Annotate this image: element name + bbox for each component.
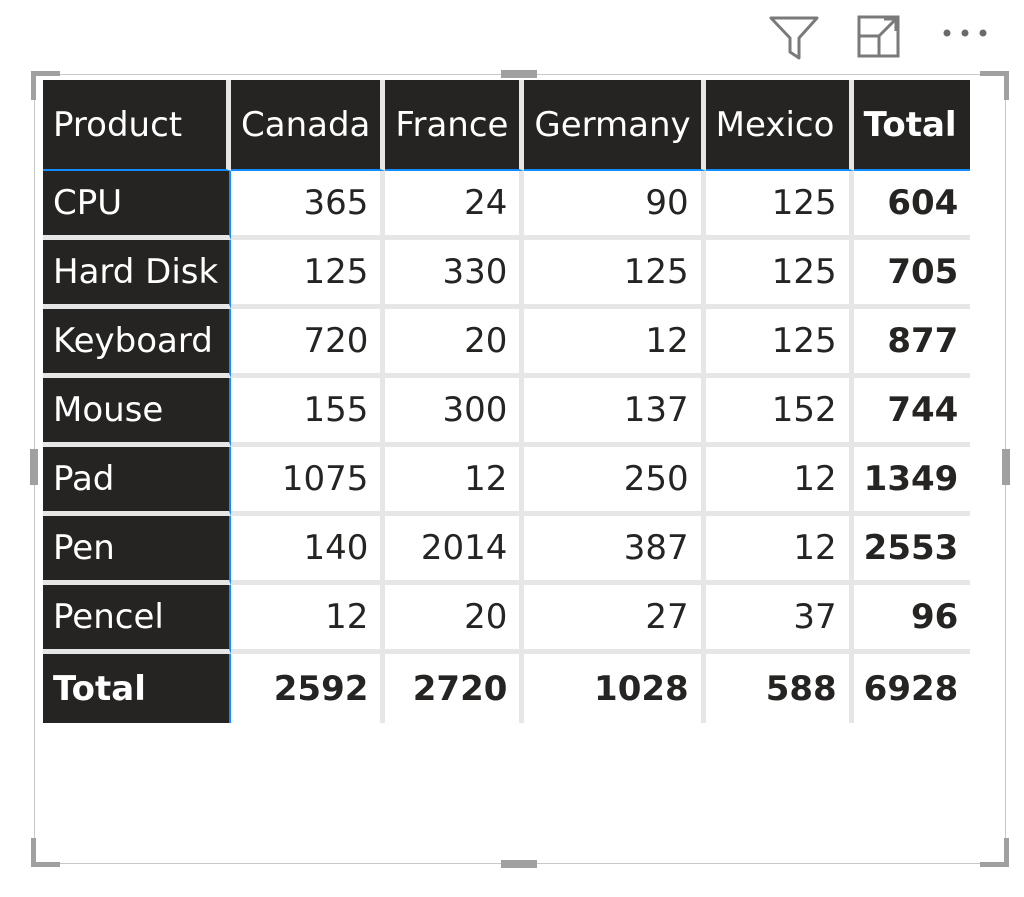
- table-row: Hard Disk 125 330 125 125 705: [43, 240, 971, 309]
- visual-header-toolbar: [760, 14, 1000, 62]
- row-header[interactable]: Pencel: [43, 585, 231, 654]
- row-header[interactable]: CPU: [43, 171, 231, 240]
- table-cell[interactable]: 125: [524, 240, 706, 309]
- column-header-france[interactable]: France: [385, 80, 525, 171]
- matrix-table: Product Canada France Germany Mexico Tot…: [43, 80, 971, 723]
- resize-handle-top-left[interactable]: [31, 71, 60, 100]
- table-cell[interactable]: 12: [524, 309, 706, 378]
- more-options-icon[interactable]: [940, 18, 990, 48]
- table-row: Keyboard 720 20 12 125 877: [43, 309, 971, 378]
- total-row-header[interactable]: Total: [43, 654, 231, 723]
- column-header-canada[interactable]: Canada: [231, 80, 386, 171]
- table-row: Mouse 155 300 137 152 744: [43, 378, 971, 447]
- row-header[interactable]: Mouse: [43, 378, 231, 447]
- table-cell[interactable]: 125: [705, 240, 854, 309]
- column-header-product[interactable]: Product: [43, 80, 231, 171]
- table-cell[interactable]: 12: [705, 447, 854, 516]
- table-cell[interactable]: 20: [385, 585, 525, 654]
- header-row: Product Canada France Germany Mexico Tot…: [43, 80, 971, 171]
- table-cell[interactable]: 155: [231, 378, 386, 447]
- matrix-visual-frame[interactable]: [30, 70, 1010, 868]
- row-total-cell[interactable]: 96: [853, 585, 971, 654]
- column-total-cell[interactable]: 1028: [524, 654, 706, 723]
- table-row: CPU 365 24 90 125 604: [43, 171, 971, 240]
- table-cell[interactable]: 37: [705, 585, 854, 654]
- row-header[interactable]: Pad: [43, 447, 231, 516]
- resize-handle-top-right[interactable]: [980, 71, 1009, 100]
- row-total-cell[interactable]: 604: [853, 171, 971, 240]
- row-header[interactable]: Keyboard: [43, 309, 231, 378]
- table-cell[interactable]: 387: [524, 516, 706, 585]
- table-cell[interactable]: 2014: [385, 516, 525, 585]
- row-total-cell[interactable]: 705: [853, 240, 971, 309]
- table-cell[interactable]: 300: [385, 378, 525, 447]
- resize-handle-bottom[interactable]: [501, 860, 537, 868]
- table-cell[interactable]: 27: [524, 585, 706, 654]
- table-cell[interactable]: 12: [385, 447, 525, 516]
- row-header[interactable]: Hard Disk: [43, 240, 231, 309]
- row-total-cell[interactable]: 877: [853, 309, 971, 378]
- column-header-total[interactable]: Total: [853, 80, 971, 171]
- table-cell[interactable]: 330: [385, 240, 525, 309]
- table-cell[interactable]: 720: [231, 309, 386, 378]
- table-cell[interactable]: 125: [705, 171, 854, 240]
- column-total-cell[interactable]: 2720: [385, 654, 525, 723]
- filter-icon[interactable]: [768, 14, 820, 62]
- resize-handle-left[interactable]: [30, 449, 38, 485]
- table-cell[interactable]: 1075: [231, 447, 386, 516]
- row-total-cell[interactable]: 744: [853, 378, 971, 447]
- table-cell[interactable]: 152: [705, 378, 854, 447]
- resize-handle-top[interactable]: [501, 70, 537, 78]
- table-cell[interactable]: 12: [231, 585, 386, 654]
- table-cell[interactable]: 12: [705, 516, 854, 585]
- table-cell[interactable]: 137: [524, 378, 706, 447]
- table-cell[interactable]: 90: [524, 171, 706, 240]
- table-cell[interactable]: 24: [385, 171, 525, 240]
- table-cell[interactable]: 125: [231, 240, 386, 309]
- table-cell[interactable]: 20: [385, 309, 525, 378]
- table-cell[interactable]: 365: [231, 171, 386, 240]
- row-header[interactable]: Pen: [43, 516, 231, 585]
- table-cell[interactable]: 125: [705, 309, 854, 378]
- row-total-cell[interactable]: 1349: [853, 447, 971, 516]
- total-row: Total 2592 2720 1028 588 6928: [43, 654, 971, 723]
- focus-mode-icon[interactable]: [856, 14, 902, 60]
- table-row: Pencel 12 20 27 37 96: [43, 585, 971, 654]
- grand-total-cell[interactable]: 6928: [853, 654, 971, 723]
- table-row: Pen 140 2014 387 12 2553: [43, 516, 971, 585]
- row-total-cell[interactable]: 2553: [853, 516, 971, 585]
- table-cell[interactable]: 140: [231, 516, 386, 585]
- table-cell[interactable]: 250: [524, 447, 706, 516]
- column-header-germany[interactable]: Germany: [524, 80, 706, 171]
- column-total-cell[interactable]: 2592: [231, 654, 386, 723]
- column-total-cell[interactable]: 588: [705, 654, 854, 723]
- resize-handle-bottom-right[interactable]: [980, 838, 1009, 867]
- table-row: Pad 1075 12 250 12 1349: [43, 447, 971, 516]
- resize-handle-bottom-left[interactable]: [31, 838, 60, 867]
- resize-handle-right[interactable]: [1002, 449, 1010, 485]
- column-header-mexico[interactable]: Mexico: [705, 80, 854, 171]
